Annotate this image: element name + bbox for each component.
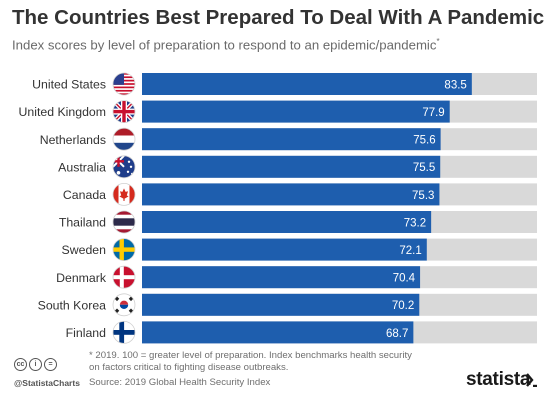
uk-flag-icon [113, 100, 135, 123]
statista-charts-handle[interactable]: @StatistaCharts [14, 378, 80, 388]
flag-border [112, 100, 136, 123]
netherlands-flag-icon [113, 128, 135, 151]
category-label: Thailand [59, 216, 106, 230]
category-label: Sweden [62, 243, 107, 257]
creative-commons-icon: cc [14, 358, 27, 371]
category-label: Netherlands [40, 133, 106, 147]
value-label: 70.4 [393, 273, 416, 285]
bar [142, 100, 450, 123]
statista-logo-text: statista [466, 369, 531, 390]
flag-border [112, 320, 136, 344]
value-label: 77.9 [422, 107, 444, 119]
bar [142, 128, 441, 151]
bar [142, 155, 441, 178]
bar [142, 183, 440, 206]
bar [142, 266, 421, 289]
subtitle-text: Index scores by level of preparation to … [12, 37, 437, 53]
flag-border [112, 155, 136, 179]
flag-border [112, 72, 136, 96]
subtitle-footnote-mark: * [436, 37, 440, 46]
thailand-flag-icon [113, 211, 135, 233]
flag-border [112, 238, 136, 262]
denmark-flag-icon [113, 266, 135, 289]
sweden-flag-icon [113, 238, 135, 261]
canada-flag-icon [113, 183, 135, 206]
category-label: United Kingdom [19, 105, 107, 119]
bar [142, 321, 414, 344]
bar [142, 238, 427, 261]
bar-chart: United States 83.5 United Kingdom 77.9 Nethe… [19, 72, 537, 344]
australia-flag-icon [113, 155, 135, 178]
value-label: 72.1 [399, 245, 421, 257]
value-label: 75.6 [413, 135, 435, 147]
category-label: Denmark [56, 271, 107, 285]
flag-border [112, 182, 136, 206]
category-label: Finland [66, 326, 106, 340]
chart-title: The Countries Best Prepared To Deal With… [12, 6, 545, 29]
source-note: Source: 2019 Global Health Security Inde… [89, 377, 271, 388]
category-label: Australia [58, 160, 106, 174]
footnote: * 2019. 100 = greater level of preparati… [89, 350, 412, 373]
south-korea-flag-icon [113, 293, 135, 316]
us-flag-icon [113, 73, 135, 95]
value-label: 73.2 [404, 217, 426, 229]
value-label: 70.2 [392, 300, 414, 312]
finland-flag-icon [113, 321, 135, 344]
category-label: Canada [63, 188, 106, 202]
category-label: South Korea [38, 298, 107, 312]
flag-border [112, 293, 136, 317]
chart-subtitle: Index scores by level of preparation to … [12, 37, 440, 52]
value-label: 75.3 [412, 190, 434, 202]
value-label: 75.5 [413, 162, 435, 174]
attribution-icon: i [29, 358, 42, 371]
bar [142, 73, 472, 95]
value-label: 83.5 [444, 79, 466, 91]
license-icons: cc i = [14, 358, 57, 371]
flag-border [112, 210, 136, 234]
value-label: 68.7 [386, 328, 408, 340]
no-derivatives-icon: = [44, 358, 57, 371]
category-label: United States [32, 78, 106, 92]
flag-border [112, 265, 136, 289]
statista-logo-icon [526, 373, 537, 387]
bar [142, 293, 420, 316]
bar [142, 211, 432, 233]
flag-border [112, 127, 136, 151]
